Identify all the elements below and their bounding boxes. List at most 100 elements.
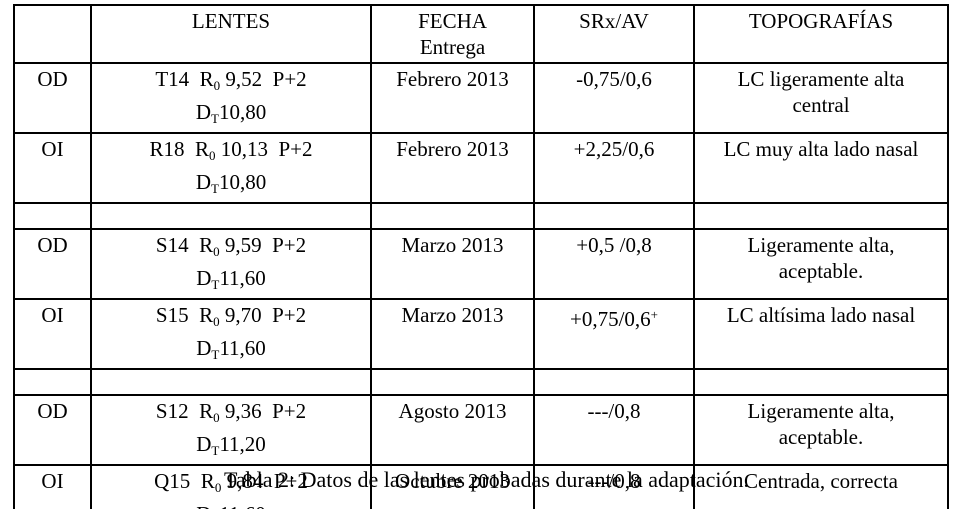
text-segment: 9,59 P+2	[219, 233, 307, 257]
text-segment: S15 R	[155, 303, 214, 327]
empty-cell	[533, 368, 695, 396]
script-text: T	[211, 277, 220, 292]
topo-line: LC altísima lado nasal	[726, 303, 916, 327]
table-row: OD S14 R0 9,59 P+2 DT11,60 Marzo 2013 +0,5 /…	[13, 228, 949, 300]
eye-cell: OI	[13, 132, 92, 204]
lens-cell: R18 R0 10,13 P+2 DT10,80	[90, 132, 372, 204]
lens-cell: S12 R0 9,36 P+2 DT11,20	[90, 394, 372, 466]
topo-line: Ligeramente alta,	[747, 233, 895, 257]
fecha-cell: Febrero 2013	[370, 62, 535, 134]
empty-cell	[693, 202, 949, 230]
topo-line: aceptable.	[778, 259, 864, 283]
srx-cell: ---/0,8	[533, 394, 695, 466]
text-segment: T14 R	[155, 67, 214, 91]
topo-line: central	[792, 93, 850, 117]
topo-cell: LC altísima lado nasal	[693, 298, 949, 370]
table-row: OI R18 R0 10,13 P+2 DT10,80 Febrero 2013 +2,…	[13, 132, 949, 204]
topo-cell: Ligeramente alta, aceptable.	[693, 394, 949, 466]
script-text: T	[210, 181, 219, 196]
text-segment: +0,75/0,6	[569, 307, 651, 331]
fecha-cell: Marzo 2013	[370, 228, 535, 300]
empty-cell	[90, 202, 372, 230]
eye-cell: OD	[13, 228, 92, 300]
text-segment: 11,60	[219, 502, 265, 509]
eye-cell: OI	[13, 298, 92, 370]
empty-cell	[13, 368, 92, 396]
srx-cell: ---/0,8	[533, 464, 695, 509]
header-eye-empty	[13, 4, 92, 64]
table-row: OD S12 R0 9,36 P+2 DT11,20 Agosto 2013 ---/0…	[13, 394, 949, 466]
lens-line2: DT11,60	[96, 335, 366, 367]
text-segment: D	[195, 100, 211, 124]
text-segment: S14 R	[155, 233, 214, 257]
lens-line2: DT10,80	[96, 99, 366, 131]
lens-cell: T14 R0 9,52 P+2 DT10,80	[90, 62, 372, 134]
text-segment: S12 R	[155, 399, 214, 423]
srx-cell: +2,25/0,6	[533, 132, 695, 204]
text-segment: 10,13 P+2	[215, 137, 313, 161]
header-row: LENTES FECHA Entrega SRx/AV TOPOGRAFÍAS	[13, 4, 949, 64]
text-segment: ---/0,8	[587, 399, 641, 423]
srx-cell: +0,5 /0,8	[533, 228, 695, 300]
topo-cell: LC ligeramente alta central	[693, 62, 949, 134]
fecha-cell: Agosto 2013	[370, 394, 535, 466]
header-topografias: TOPOGRAFÍAS	[693, 4, 949, 64]
fecha-cell: Octubre 2013	[370, 464, 535, 509]
topo-line: LC ligeramente alta	[737, 67, 905, 91]
lens-line1: T14 R0 9,52 P+2	[96, 66, 366, 99]
text-segment: 11,60	[219, 336, 266, 360]
text-segment: +0,5 /0,8	[576, 233, 652, 257]
script-text: T	[210, 111, 219, 126]
header-fecha-line1: FECHA	[418, 9, 487, 33]
text-segment: D	[196, 502, 211, 509]
topo-cell: Centrada, correcta	[693, 464, 949, 509]
script-text: T	[211, 347, 220, 362]
text-segment: D	[196, 266, 212, 290]
header-lentes: LENTES	[90, 4, 372, 64]
table-header: LENTES FECHA Entrega SRx/AV TOPOGRAFÍAS	[13, 4, 949, 64]
topo-line: aceptable.	[778, 425, 864, 449]
header-srx: SRx/AV	[533, 4, 695, 64]
text-segment: 10,80	[218, 100, 267, 124]
empty-cell	[370, 202, 535, 230]
empty-cell	[693, 368, 949, 396]
text-segment: D	[195, 170, 211, 194]
eye-cell: OI	[13, 464, 92, 509]
table-row: OI S15 R0 9,70 P+2 DT11,60 Marzo 2013 +0,75/…	[13, 298, 949, 370]
lens-line2: DT11,60	[96, 265, 366, 297]
eye-cell: OD	[13, 394, 92, 466]
lens-line2: DT11,60	[96, 501, 366, 509]
table-row: OD T14 R0 9,52 P+2 DT10,80 Febrero 2013 -0,7…	[13, 62, 949, 134]
text-segment: 11,20	[219, 432, 266, 456]
script-text: T	[211, 443, 220, 458]
empty-cell	[90, 368, 372, 396]
text-segment: 11,60	[219, 266, 266, 290]
topo-cell: LC muy alta lado nasal	[693, 132, 949, 204]
lens-cell: S14 R0 9,59 P+2 DT11,60	[90, 228, 372, 300]
spacer-row	[13, 368, 949, 396]
header-fecha-line2: Entrega	[419, 35, 486, 59]
script-text: 0	[213, 244, 220, 259]
script-text: +	[650, 307, 659, 322]
table-body: OD T14 R0 9,52 P+2 DT10,80 Febrero 2013 -0,7…	[13, 62, 949, 509]
lens-line1: S12 R0 9,36 P+2	[96, 398, 366, 431]
script-text: 0	[213, 78, 221, 93]
empty-cell	[13, 202, 92, 230]
text-segment: D	[196, 336, 212, 360]
text-segment: 9,36 P+2	[219, 399, 307, 423]
eye-cell: OD	[13, 62, 92, 134]
text-segment: 10,80	[218, 170, 267, 194]
text-segment: ---/0,8	[587, 469, 641, 493]
topo-line: Centrada, correcta	[744, 469, 898, 493]
fecha-cell: Febrero 2013	[370, 132, 535, 204]
text-segment: Q15 R	[154, 469, 215, 493]
script-text: 0	[213, 314, 220, 329]
script-text: 0	[213, 410, 220, 425]
lens-line1: S14 R0 9,59 P+2	[96, 232, 366, 265]
lens-cell: S15 R0 9,70 P+2 DT11,60	[90, 298, 372, 370]
srx-cell: +0,75/0,6+	[533, 298, 695, 370]
script-text: 0	[214, 480, 222, 495]
lens-line2: DT11,20	[96, 431, 366, 463]
